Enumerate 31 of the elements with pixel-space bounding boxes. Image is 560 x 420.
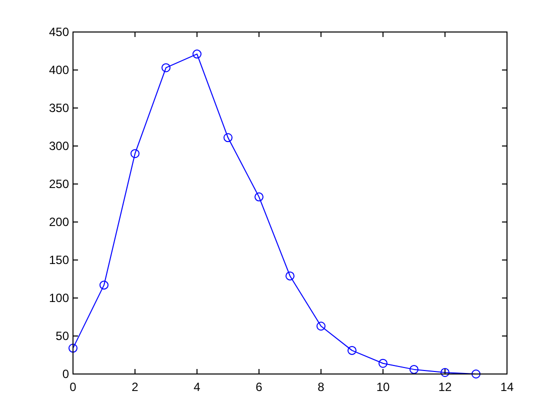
- x-tick-label: 10: [376, 380, 390, 394]
- point: [130, 149, 140, 158]
- point: [378, 358, 388, 368]
- x-tick-label: 12: [438, 380, 452, 394]
- point: [348, 346, 356, 355]
- y-tick-label: 0: [62, 367, 70, 382]
- x-tick-label: 4: [194, 380, 201, 394]
- y-tick-label: 100: [48, 291, 70, 306]
- point: [162, 63, 170, 72]
- y-tick-label: 350: [48, 101, 70, 116]
- point: [286, 271, 294, 280]
- x-tick-label: 14: [500, 380, 514, 394]
- point: [472, 370, 480, 378]
- y-tick-label: 150: [48, 253, 70, 268]
- point: [100, 280, 108, 290]
- y-tick-label: 50: [56, 329, 70, 344]
- x-tick-label: 6: [256, 380, 263, 394]
- point: [316, 322, 326, 331]
- y-tick-label: 400: [48, 63, 70, 78]
- y-tick-label: 200: [48, 215, 70, 230]
- y-tick-label: 450: [48, 25, 70, 40]
- point: [440, 368, 450, 377]
- y-tick-label: 300: [48, 139, 70, 154]
- point: [254, 192, 264, 202]
- point: [224, 133, 232, 142]
- point: [68, 344, 78, 353]
- x-tick-label: 8: [318, 380, 325, 394]
- y-tick-label: 250: [48, 177, 70, 192]
- point: [192, 50, 202, 59]
- x-tick-label: 2: [132, 380, 139, 394]
- point: [410, 364, 418, 374]
